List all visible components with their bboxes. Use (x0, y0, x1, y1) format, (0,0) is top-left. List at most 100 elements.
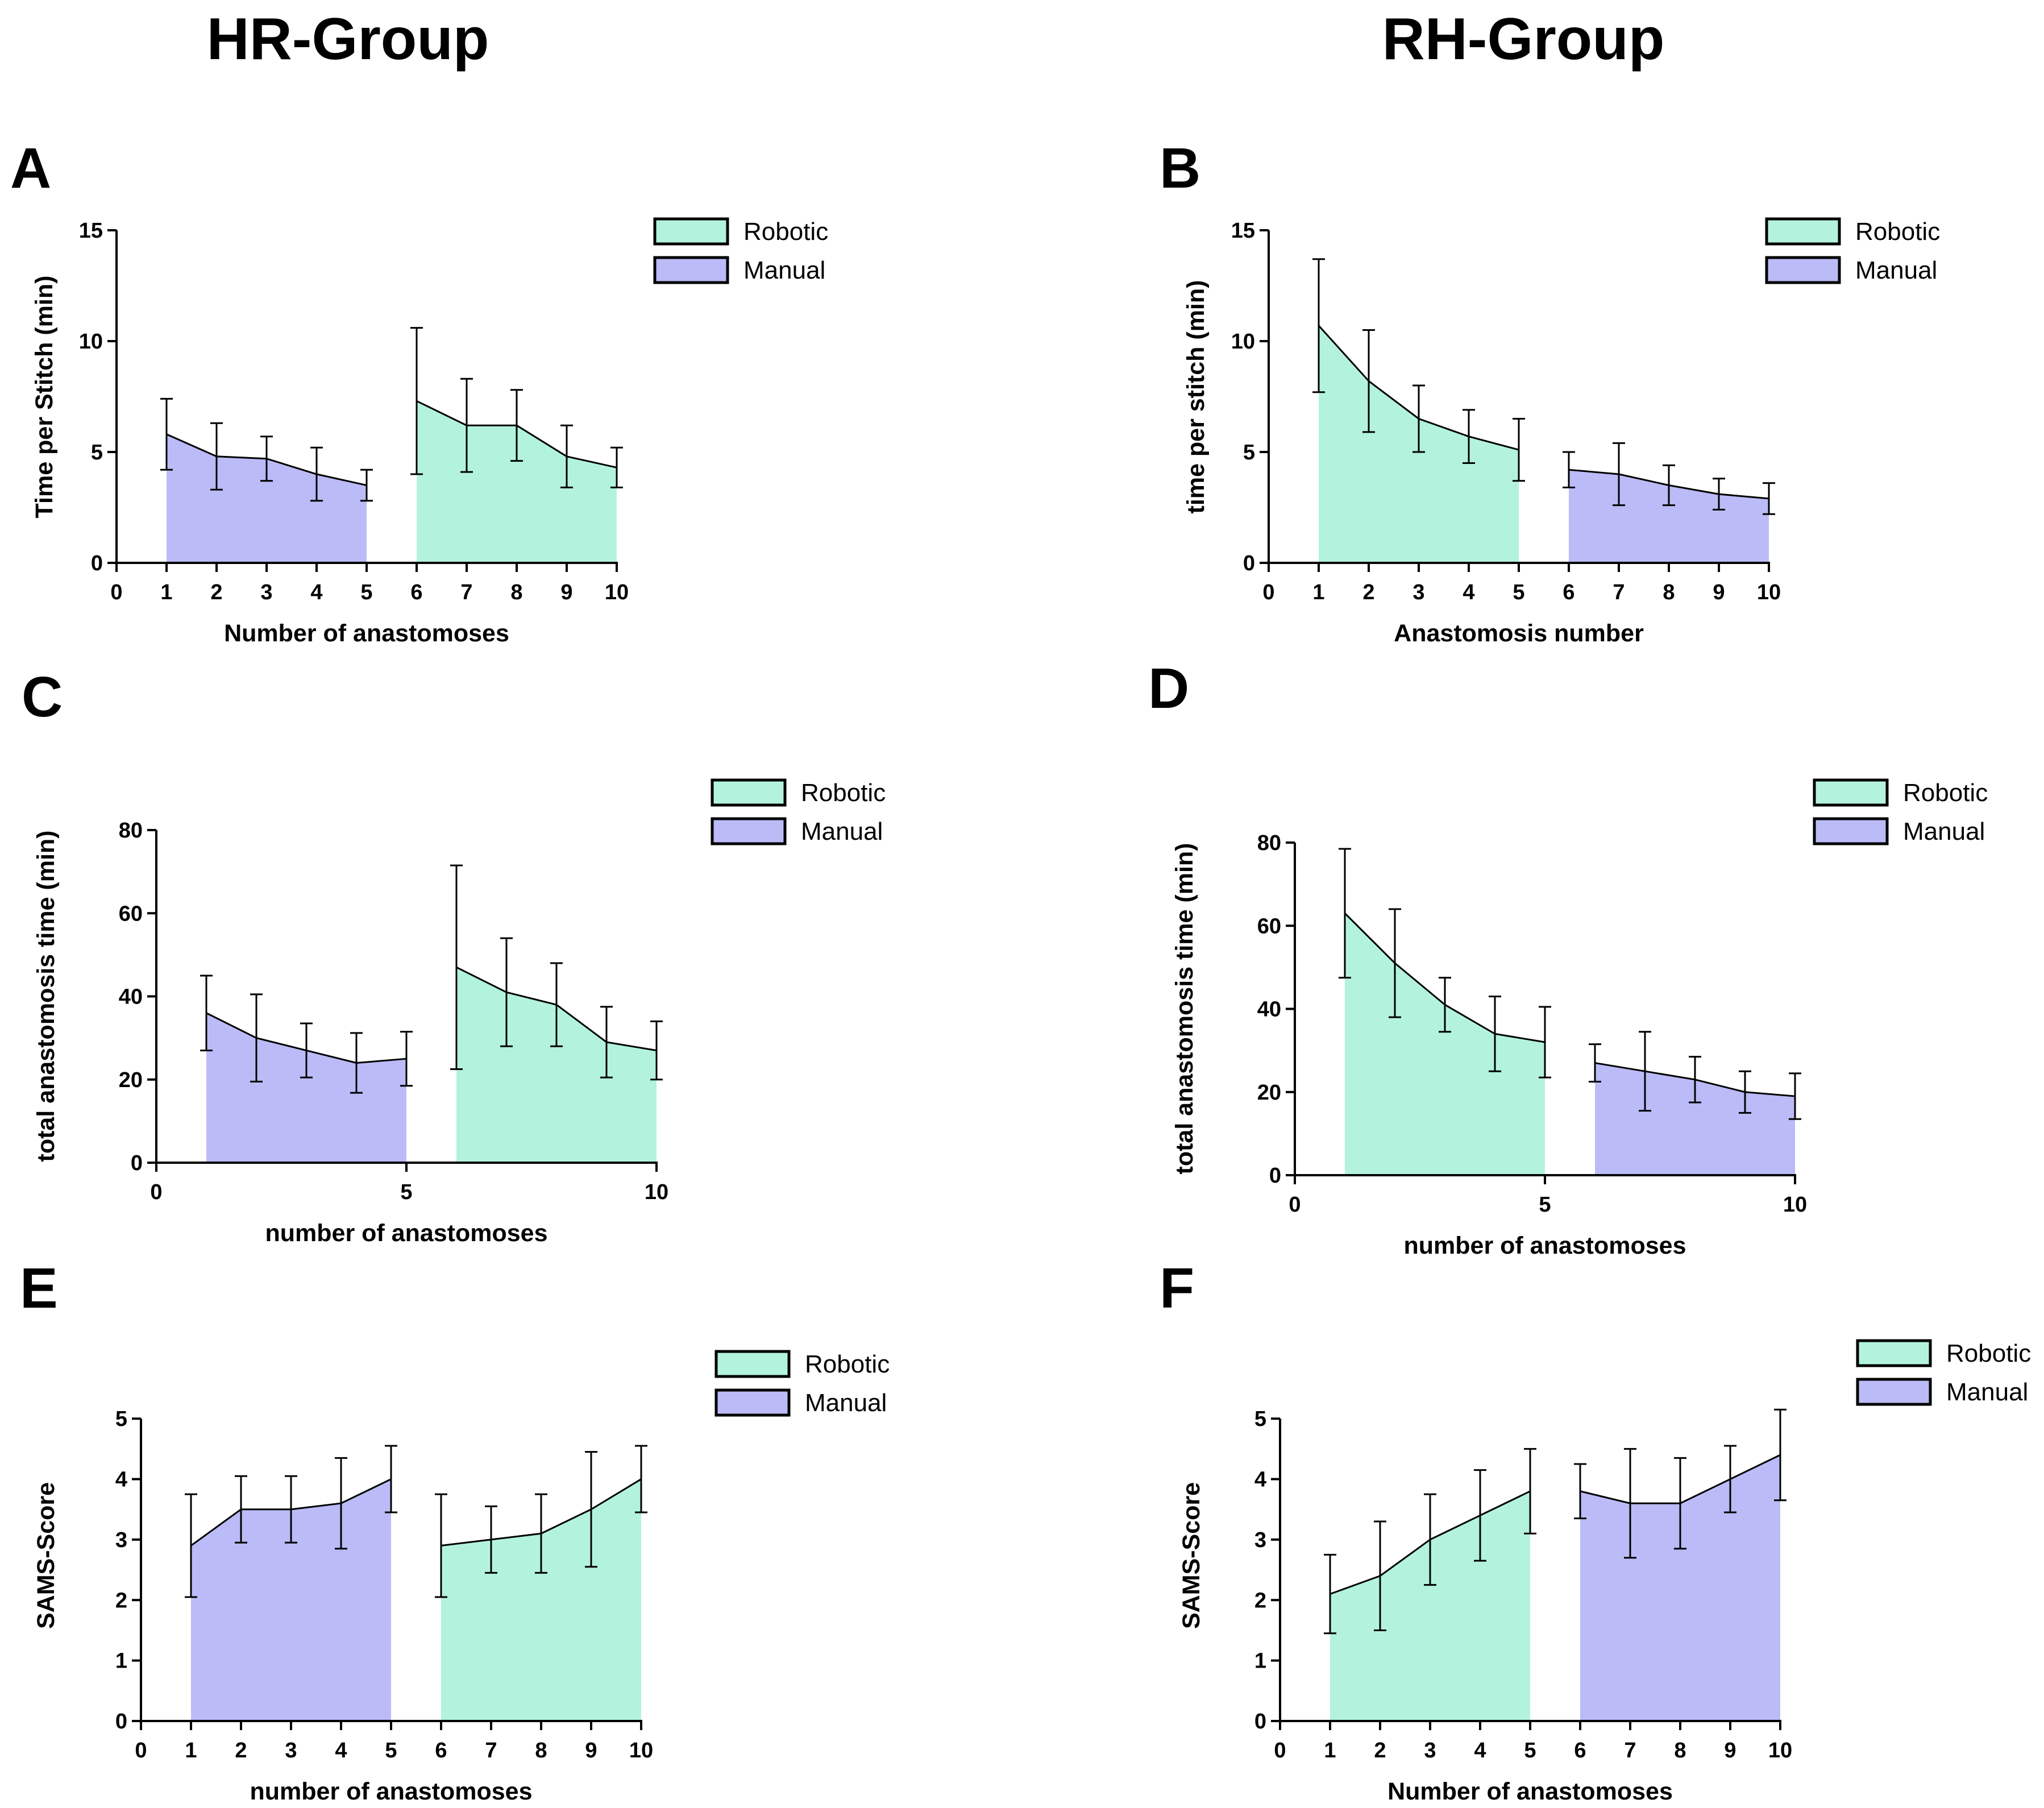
robotic-error-bar (1489, 996, 1501, 1072)
manual-error-bar (1589, 1043, 1601, 1083)
manual-error-bar (260, 436, 273, 482)
panel-b: B 0 5 10 15 0 1 2 3 4 5 6 7 8 9 10 Anastomosis number tim… (1160, 136, 1940, 647)
y-tick-label: 80 (1257, 831, 1281, 855)
x-tick-label: 0 (150, 1180, 162, 1204)
robotic-error-bar (1439, 977, 1451, 1033)
robotic-error-bar (585, 1451, 597, 1568)
y-axis-title: SAMS-Score (32, 1482, 60, 1629)
robotic-error-bar (510, 389, 523, 462)
manual-error-bar (1763, 482, 1775, 515)
panel-letter: E (20, 1257, 58, 1320)
manual-legend-swatch (1856, 1378, 1932, 1406)
y-tick-label: 0 (1269, 1164, 1281, 1188)
robotic-error-bar (1513, 418, 1525, 482)
x-axis-title: number of anastomoses (265, 1220, 548, 1247)
manual-error-bar (1574, 1463, 1586, 1520)
x-tick-label: 8 (510, 580, 522, 604)
x-tick-label: 1 (185, 1739, 197, 1763)
robotic-legend-swatch (1765, 217, 1841, 246)
robotic-error-bar (1412, 384, 1425, 453)
y-tick-label: 0 (131, 1151, 143, 1175)
x-axis-title: number of anastomoses (1404, 1232, 1686, 1259)
panel-letter: F (1160, 1257, 1194, 1320)
x-tick-label: 10 (605, 580, 629, 604)
y-tick-label: 1 (1254, 1649, 1266, 1673)
manual-error-bar (1724, 1445, 1736, 1513)
robotic-error-bar (1389, 908, 1401, 1018)
robotic-error-bar (410, 327, 423, 475)
x-tick-label: 7 (1624, 1739, 1636, 1763)
x-tick-label: 4 (1474, 1739, 1486, 1763)
robotic-error-bar (600, 1006, 613, 1079)
manual-legend-swatch (653, 256, 729, 284)
x-tick-label: 3 (1412, 580, 1424, 604)
manual-error-bar (1674, 1457, 1686, 1550)
x-tick-label: 5 (1539, 1193, 1551, 1217)
y-axis-title: total anastomosis time (min) (32, 831, 60, 1162)
x-tick-label: 2 (1362, 580, 1374, 604)
manual-legend-swatch (1765, 256, 1841, 284)
x-tick-label: 7 (485, 1739, 497, 1763)
x-tick-label: 5 (1513, 580, 1524, 604)
robotic-error-bar (1312, 258, 1325, 393)
y-tick-label: 2 (115, 1589, 127, 1612)
y-axis-title: SAMS-Score (1178, 1482, 1205, 1629)
y-tick-label: 60 (119, 902, 143, 926)
manual-error-bar (385, 1445, 397, 1513)
y-tick-label: 3 (115, 1528, 127, 1552)
y-tick-label: 10 (79, 330, 103, 354)
x-tick-label: 7 (1613, 580, 1625, 604)
robotic-legend-swatch (711, 778, 787, 807)
y-tick-label: 40 (119, 985, 143, 1009)
panel-f: F 0 1 2 3 4 5 0 1 2 3 4 5 6 7 8 9 10 Number of anastomoses… (1160, 1257, 2031, 1805)
x-axis-title: Anastomosis number (1394, 620, 1644, 647)
x-tick-label: 4 (310, 580, 322, 604)
robotic-legend-label: Robotic (805, 1350, 890, 1378)
y-tick-label: 1 (115, 1649, 127, 1673)
robotic-legend-label: Robotic (1946, 1340, 2031, 1367)
robotic-legend-swatch (1813, 778, 1889, 807)
robotic-error-bar (1463, 409, 1475, 464)
legend: Robotic Manual (1765, 217, 1940, 284)
x-tick-label: 6 (410, 580, 422, 604)
robotic-legend-label: Robotic (743, 218, 828, 246)
x-tick-label: 5 (385, 1739, 397, 1763)
manual-error-bar (400, 1031, 413, 1087)
x-tick-label: 8 (1674, 1739, 1686, 1763)
manual-legend-label: Manual (1855, 256, 1937, 284)
manual-error-bar (1774, 1408, 1787, 1502)
y-tick-label: 5 (115, 1407, 127, 1431)
x-tick-label: 1 (1312, 580, 1324, 604)
manual-error-bar (310, 446, 323, 502)
manual-error-bar (1739, 1070, 1751, 1114)
robotic-error-bar (500, 937, 513, 1047)
x-tick-label: 8 (535, 1739, 547, 1763)
panel-d: D 0 20 40 60 80 0 5 10 number of anastomoses total… (1148, 657, 1988, 1259)
robotic-legend-swatch (653, 217, 729, 246)
x-tick-label: 10 (1757, 580, 1781, 604)
x-tick-label: 5 (360, 580, 372, 604)
x-axis-title: number of anastomoses (250, 1778, 533, 1805)
x-tick-label: 2 (210, 580, 222, 604)
robotic-error-bar (1339, 848, 1351, 979)
panel-letter: B (1160, 136, 1200, 200)
y-axis-title: Time per Stitch (min) (31, 276, 58, 519)
y-tick-label: 40 (1257, 998, 1281, 1022)
manual-error-bar (250, 993, 263, 1083)
x-tick-label: 3 (1424, 1739, 1436, 1763)
manual-error-bar (1613, 442, 1625, 507)
x-tick-label: 10 (1768, 1739, 1792, 1763)
robotic-error-bar (1362, 329, 1375, 433)
x-axis-title: Number of anastomoses (224, 620, 509, 647)
manual-error-bar (360, 468, 373, 502)
robotic-error-bar (560, 424, 573, 488)
manual-error-bar (1663, 464, 1675, 507)
x-tick-label: 0 (110, 580, 122, 604)
x-tick-label: 0 (1289, 1193, 1301, 1217)
manual-legend-label: Manual (1946, 1378, 2028, 1406)
legend: Robotic Manual (714, 1350, 890, 1417)
robotic-legend-label: Robotic (1855, 218, 1940, 246)
robotic-error-bar (450, 864, 463, 1070)
legend: Robotic Manual (711, 778, 886, 845)
robotic-error-bar (485, 1505, 497, 1574)
